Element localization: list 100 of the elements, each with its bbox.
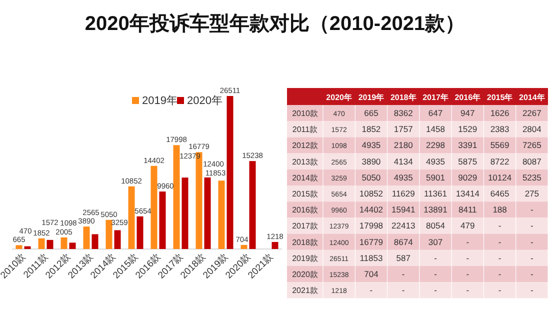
bar [16,245,22,249]
text: - [466,269,470,279]
y-tick-label: 2011款 [292,125,318,134]
y-tick-label: 2012款 [292,141,318,150]
data-label: 8411 [458,204,478,215]
data-label: 647 [428,108,443,118]
data-label: 8054 [426,220,446,231]
text: - [530,204,534,215]
data-label: 8674 [394,236,414,247]
y-tick-label: 2016款 [292,206,318,215]
data-label: 947 [460,108,476,118]
y-tick-label: 2015款 [292,190,318,198]
data-label: 13891 [424,204,448,215]
data-label: 587 [396,252,411,263]
data-label: 1757 [394,124,414,134]
data-label: 11853 [360,252,383,263]
data-label: 5569 [490,140,510,150]
data-label: 5901 [426,172,446,182]
data-label: 10124 [488,172,512,182]
bar [136,216,144,249]
text: - [498,220,502,231]
text: - [370,285,373,296]
x-tick-label: 2014年 [519,93,545,102]
y-tick-label: 2014款 [292,173,318,182]
data-label: 275 [524,188,540,198]
bar [272,242,278,249]
text: - [498,285,502,296]
bar [46,240,54,249]
chart-title: 2020年投诉车型年款对比（2010-2021款） [84,12,466,35]
data-label: 5050 [362,172,381,182]
data-label: 22413 [392,220,416,231]
data-label: 3391 [458,140,478,150]
y-tick-label: 2013款 [292,157,318,166]
data-label: 4134 [394,156,414,166]
bar [38,238,45,249]
bar [69,242,76,249]
text: - [530,269,534,279]
text: - [466,285,470,296]
data-label: 13414 [456,188,480,198]
text: - [434,269,437,279]
data-label: 188 [492,204,508,215]
data-label: 15941 [392,204,416,215]
bar [218,180,225,249]
data-label: 1852 [362,124,381,134]
text: - [498,236,502,247]
text: - [434,285,437,296]
data-label: 6465 [490,188,510,198]
data-label: 5875 [458,156,478,166]
bar [150,166,158,249]
text: - [498,252,502,263]
data-label: 11361 [424,188,448,198]
x-tick-label: 2019年 [358,93,384,102]
data-label: 8722 [490,156,510,166]
bar [249,161,256,249]
bar [204,177,211,249]
text: - [530,236,534,247]
y-tick-label: 2018款 [292,238,318,247]
data-label: 4935 [362,140,381,150]
data-label: 14402 [359,204,384,215]
data-label: 1529 [458,124,478,134]
data-label: 3890 [362,156,381,166]
bar [182,178,188,249]
text: - [530,285,534,296]
text: - [530,252,534,263]
x-tick-label: 2017年 [422,93,448,102]
bar [159,192,166,249]
bar [114,230,121,249]
y-tick-label: 2021款 [292,286,318,296]
data-label: 8087 [522,156,542,166]
data-label: 4935 [394,172,414,182]
data-label: 16779 [359,236,384,247]
bar [60,237,68,249]
data-label: 307 [428,236,443,247]
bar [226,96,234,249]
data-label: 2180 [394,140,414,150]
data-label: 9029 [458,172,478,182]
bar [106,220,112,249]
data-label: 10852 [359,188,384,198]
bar [240,244,248,249]
text: - [530,220,534,231]
y-tick-label: 2017款 [292,222,318,231]
text: - [498,269,502,279]
data-label: 1626 [490,108,510,118]
data-label: 5235 [522,172,542,182]
bar [24,246,31,249]
x-tick-label: 2016年 [454,93,481,102]
bar [83,226,90,249]
text: - [402,285,405,296]
text: - [466,236,470,247]
data-label: 2267 [522,108,542,118]
x-tick-label: 2018年 [390,93,416,102]
y-tick-label: 2010款 [292,109,318,118]
data-label: 11629 [392,188,416,198]
data-label: 2298 [426,140,446,150]
data-label: 1458 [426,124,446,134]
data-label: 665 [364,108,379,118]
text: - [402,269,405,279]
data-label: 7265 [522,140,542,150]
x-tick-label: 2015年 [486,93,513,102]
text: - [434,252,437,263]
